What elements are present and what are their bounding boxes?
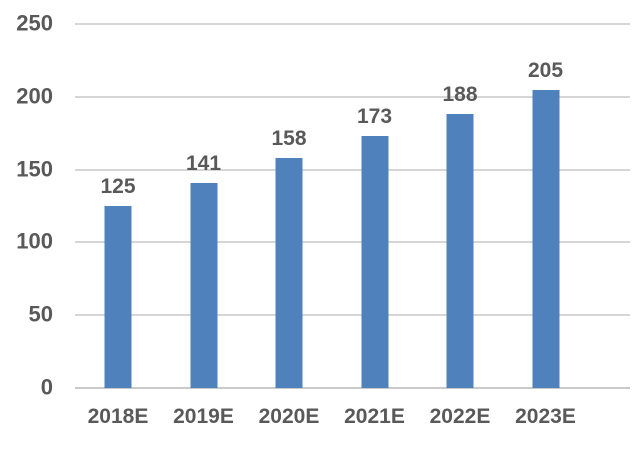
bar-2018E[interactable] xyxy=(104,206,132,388)
y-axis-tick-label: 50 xyxy=(28,301,53,327)
gridline xyxy=(75,23,630,25)
bar-value-label: 158 xyxy=(271,126,307,150)
y-axis-tick-label: 100 xyxy=(16,228,53,254)
y-axis-tick-label: 0 xyxy=(40,374,53,400)
x-axis-category-label: 2018E xyxy=(87,405,149,428)
bar-value-label: 125 xyxy=(100,175,136,198)
y-axis-tick-label: 150 xyxy=(16,156,53,182)
bar-2023E[interactable] xyxy=(532,89,559,388)
gridline xyxy=(75,314,630,317)
bar-2022E[interactable] xyxy=(446,114,474,388)
x-axis-category-label: 2023E xyxy=(515,405,576,428)
x-axis: 2018E 2019E 2020E 2021E 2022E 2023E xyxy=(75,406,630,436)
bar-value-label: 205 xyxy=(527,58,564,82)
x-axis-category-label: 2022E xyxy=(429,405,491,428)
x-axis-category-label: 2019E xyxy=(173,405,234,428)
y-axis-tick-label: 250 xyxy=(16,10,53,36)
bar-2019E[interactable] xyxy=(190,182,217,388)
bar-2021E[interactable] xyxy=(361,136,388,388)
plot-area: 125 141 158 173 188 205 xyxy=(75,23,630,389)
bar-value-label: 188 xyxy=(442,83,478,107)
x-axis-line xyxy=(75,387,630,389)
bar-value-label: 141 xyxy=(185,151,222,175)
x-axis-category-label: 2020E xyxy=(258,405,320,428)
gridline xyxy=(75,168,630,171)
y-axis-tick-label: 200 xyxy=(16,83,53,109)
bar-2020E[interactable] xyxy=(275,157,303,388)
gridline xyxy=(75,241,630,244)
bar-value-label: 173 xyxy=(356,105,393,129)
gridline xyxy=(75,95,630,98)
y-axis: 0 50 100 150 200 250 xyxy=(0,12,53,398)
x-axis-category-label: 2021E xyxy=(344,405,405,428)
